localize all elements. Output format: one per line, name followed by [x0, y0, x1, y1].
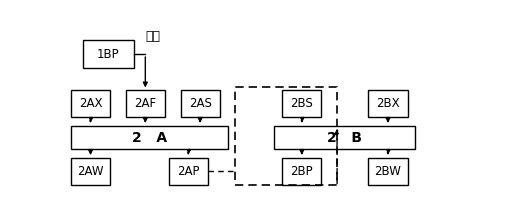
Text: 2BX: 2BX: [376, 97, 400, 110]
Text: 2AS: 2AS: [189, 97, 212, 110]
Bar: [235, 87, 337, 185]
Bar: [282, 158, 322, 185]
Text: 2AX: 2AX: [79, 97, 103, 110]
Text: 2AF: 2AF: [134, 97, 157, 110]
Text: 调料: 调料: [145, 30, 160, 43]
Text: 1BP: 1BP: [97, 48, 120, 61]
Text: 2BS: 2BS: [290, 97, 313, 110]
Bar: [83, 40, 133, 68]
Text: 2   B: 2 B: [327, 131, 363, 145]
Bar: [71, 126, 227, 149]
Bar: [275, 126, 415, 149]
Bar: [181, 90, 220, 117]
Text: 2AP: 2AP: [177, 165, 199, 178]
Bar: [126, 90, 165, 117]
Text: 2BP: 2BP: [290, 165, 313, 178]
Bar: [71, 158, 110, 185]
Text: 2BW: 2BW: [375, 165, 401, 178]
Text: 2AW: 2AW: [77, 165, 104, 178]
Bar: [369, 158, 408, 185]
Bar: [71, 90, 110, 117]
Text: 2   A: 2 A: [132, 131, 167, 145]
Bar: [282, 90, 322, 117]
Bar: [169, 158, 208, 185]
Bar: [369, 90, 408, 117]
